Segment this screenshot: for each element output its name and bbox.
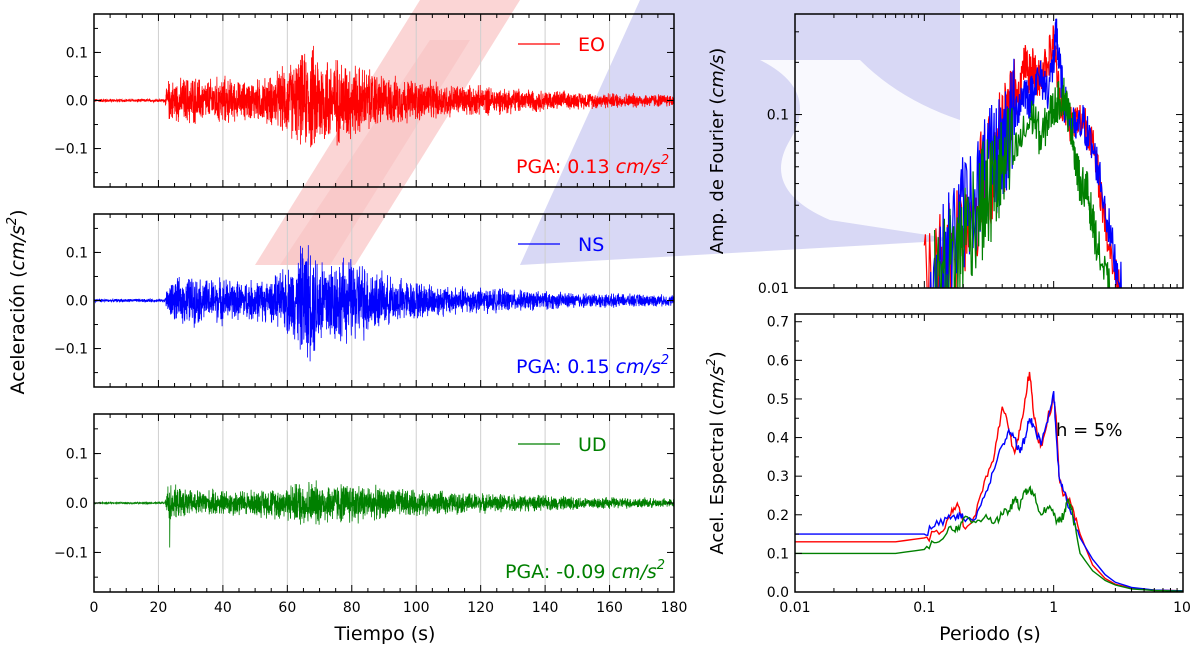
y-tick-label: 0.6 — [767, 353, 789, 369]
x-tick-label: 80 — [343, 600, 361, 616]
right-x-axis-label: Periodo (s) — [939, 623, 1041, 645]
series-line-eo — [93, 45, 675, 148]
x-tick-label: 0 — [90, 600, 99, 616]
y-tick-label: 0.1 — [66, 447, 88, 463]
pga-unit: cm/s — [612, 561, 657, 583]
legend-label-ud: UD — [578, 434, 607, 456]
fourier-y-axis-label: Amp. de Fourier (cm/s) — [707, 48, 728, 255]
x-tick-label: 0.1 — [913, 600, 935, 616]
y-tick-label: 0.4 — [767, 431, 789, 447]
fourier-line-ns — [929, 18, 1123, 288]
x-tick-label: 10 — [1173, 600, 1191, 616]
watermark-white-wave — [760, 60, 960, 240]
x-tick-label: 120 — [467, 600, 494, 616]
y-tick-label: −0.1 — [54, 342, 88, 358]
pga-value: PGA: -0.09 — [505, 561, 612, 583]
damping-annotation: h = 5% — [1056, 420, 1123, 441]
pga-unit-exp: 2 — [661, 353, 669, 368]
spectrum-line-ud — [795, 485, 1184, 592]
time-series-panel-ud: 0 20 40 60 80 100 120 140 160 180 −0.1 0.0 0.1 UD PGA:… — [54, 413, 688, 616]
y-tick-label: 0.5 — [767, 392, 789, 408]
pga-unit-exp: 2 — [657, 558, 665, 573]
pga-unit: cm/s — [616, 156, 661, 178]
time-series-panel-ns: −0.1 0.0 0.1 NS PGA: 0.15 cm/s2 — [54, 213, 675, 388]
pga-label-eo: PGA: 0.13 cm/s2 — [516, 153, 669, 178]
y-tick-label: 0.3 — [767, 469, 789, 485]
pga-value: PGA: 0.15 — [516, 356, 616, 378]
y-tick-label: 0.0 — [66, 496, 88, 512]
x-tick-label: 160 — [596, 600, 623, 616]
x-tick-label: 60 — [278, 600, 296, 616]
fourier-line-ud — [934, 77, 1111, 288]
spectrum-line-ns — [795, 391, 1184, 592]
pga-label-ud: PGA: -0.09 cm/s2 — [505, 558, 665, 583]
y-tick-label: 0.1 — [66, 45, 88, 61]
y-tick-label: −0.1 — [54, 545, 88, 561]
pga-unit-exp: 2 — [661, 153, 669, 168]
x-tick-label: 40 — [214, 600, 232, 616]
y-tick-label: 0.0 — [66, 94, 88, 110]
x-tick-label: 180 — [661, 600, 688, 616]
y-tick-label: 0.2 — [767, 508, 789, 524]
legend-label-ns: NS — [578, 234, 604, 256]
y-tick-label: 0.0 — [767, 585, 789, 601]
x-tick-label: 140 — [532, 600, 559, 616]
y-tick-label: 0.1 — [66, 245, 88, 261]
y-tick-label: 0.1 — [767, 546, 789, 562]
y-tick-label: 0.1 — [767, 108, 789, 124]
plot-frame — [794, 13, 1184, 289]
x-tick-label: 20 — [150, 600, 168, 616]
spectrum-line-eo — [795, 371, 1184, 592]
response-spectrum-panel: 0.01 0.1 1 10 0.0 0.1 0.2 0.3 0.4 0.5 0.6 0.7 h = 5%… — [704, 313, 1191, 616]
fourier-spectrum-panel: 0.01 0.1 Amp. de Fourier (cm/s) — [707, 13, 1184, 297]
pga-value: PGA: 0.13 — [516, 156, 616, 178]
left-y-axis-label: Aceleración (cm/s2) — [5, 209, 29, 394]
y-tick-label: 0.7 — [767, 315, 789, 331]
pga-label-ns: PGA: 0.15 cm/s2 — [516, 353, 669, 378]
series-line-ud — [93, 480, 675, 548]
legend-label-eo: EO — [578, 34, 605, 56]
x-tick-label: 1 — [1049, 600, 1058, 616]
y-tick-label: 0.01 — [758, 281, 789, 297]
y-tick-label: −0.1 — [54, 142, 88, 158]
time-series-panel-eo: −0.1 0.0 0.1 EO PGA: 0.13 cm/s2 — [54, 13, 675, 188]
plot-frame — [794, 313, 1184, 593]
left-x-axis-label: Tiempo (s) — [334, 623, 436, 645]
spectrum-y-axis-label: Acel. Espectral (cm/s2) — [704, 351, 728, 554]
x-tick-label: 0.01 — [779, 600, 810, 616]
pga-unit: cm/s — [616, 356, 661, 378]
series-line-ns — [93, 245, 675, 362]
x-tick-label: 100 — [403, 600, 430, 616]
y-tick-label: 0.0 — [66, 294, 88, 310]
